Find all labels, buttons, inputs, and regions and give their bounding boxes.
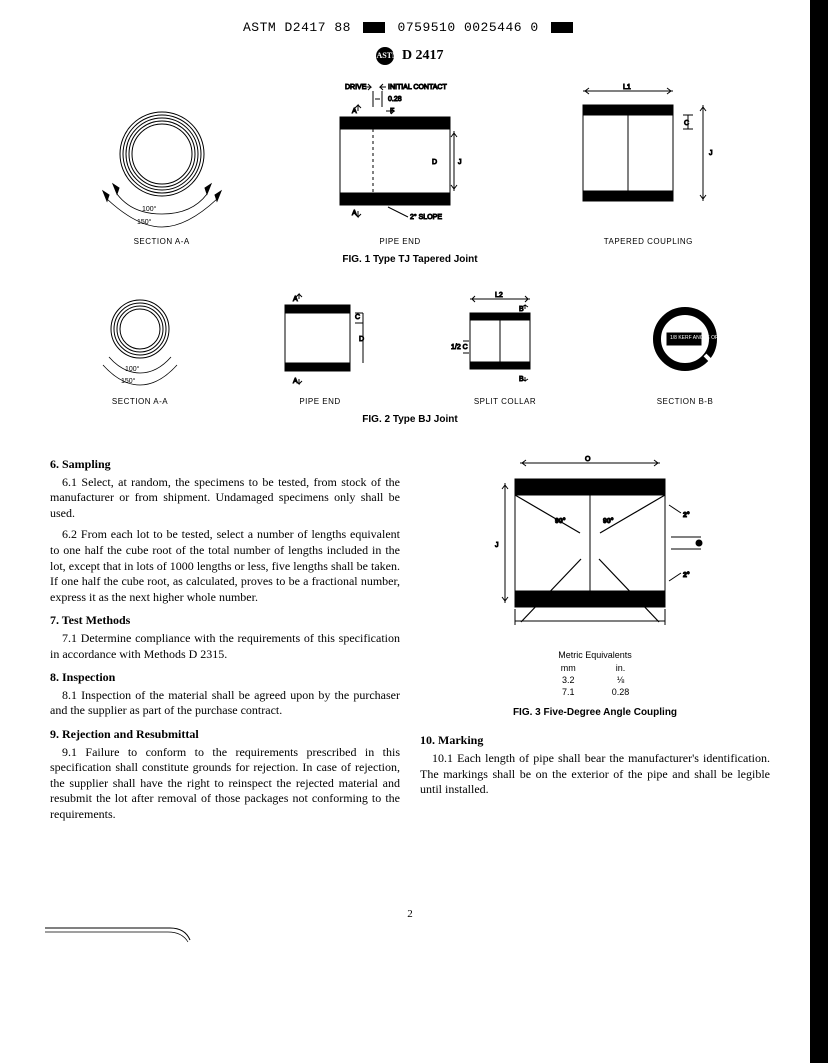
section-8-title: 8. Inspection xyxy=(50,670,400,686)
svg-text:B: B xyxy=(519,306,524,313)
svg-text:D: D xyxy=(432,159,437,166)
svg-text:2°: 2° xyxy=(683,511,690,519)
svg-text:J: J xyxy=(709,150,713,157)
svg-text:2°: 2° xyxy=(683,571,690,579)
section-10-1: 10.1 Each length of pipe shall bear the … xyxy=(420,751,770,798)
fig3-caption: FIG. 3 Five-Degree Angle Coupling xyxy=(420,706,770,719)
fig1-section-aa: 100° 150° SECTION A-A xyxy=(87,99,237,246)
metric-equivalents-title: Metric Equivalents xyxy=(420,650,770,662)
fig1-label-pipe: PIPE END xyxy=(310,237,490,246)
svg-text:90°: 90° xyxy=(555,517,566,525)
section-9-1: 9.1 Failure to conform to the requiremen… xyxy=(50,745,400,823)
standard-number: D 2417 xyxy=(402,48,444,63)
section-7-1: 7.1 Determine compliance with the requir… xyxy=(50,631,400,662)
svg-text:O: O xyxy=(585,456,591,463)
black-block-icon xyxy=(363,22,385,33)
fig3-container: O 90° 90° xyxy=(420,449,770,719)
cell-in: ⅛ xyxy=(594,675,648,687)
fig2-label-section-aa: SECTION A-A xyxy=(85,397,195,406)
svg-text:150°: 150° xyxy=(137,218,152,226)
section-9-title: 9. Rejection and Resubmittal xyxy=(50,727,400,743)
svg-text:J: J xyxy=(458,159,462,166)
svg-text:L1: L1 xyxy=(623,84,631,91)
fig1-section-aa-svg: 100° 150° xyxy=(87,99,237,229)
fig2-pipe-end: A C D A PIPE END xyxy=(265,289,375,406)
fig1-coupling-svg: L1 C J xyxy=(563,79,733,229)
scan-edge-bar xyxy=(810,0,828,1063)
fig1-pipe-end-svg: DRIVE INITIAL CONTACT 0.28 A F xyxy=(310,79,490,229)
svg-text:150°: 150° xyxy=(121,377,136,385)
fig2-section-bb-svg: 1/8 KERF ANGLE OPTIONAL xyxy=(635,289,735,389)
fig2-split-collar: L2 B 1/2 C B xyxy=(445,289,565,406)
binding-curve-icon xyxy=(40,924,220,944)
code-left: ASTM D2417 88 xyxy=(243,20,351,35)
table-row: 7.1 0.28 xyxy=(543,687,648,699)
astm-logo-icon: ASTM xyxy=(376,47,394,65)
fig2-section-aa-svg: 100° 150° xyxy=(85,289,195,389)
svg-text:A: A xyxy=(293,296,298,303)
fig2-section-aa: 100° 150° SECTION A-A xyxy=(85,289,195,406)
col-mm-header: mm xyxy=(543,663,594,675)
fig2-label-pipe: PIPE END xyxy=(265,397,375,406)
body-columns: 6. Sampling 6.1 Select, at random, the s… xyxy=(50,449,770,828)
svg-text:C: C xyxy=(684,120,689,127)
svg-text:1/8 KERF ANGLE OPTIONAL: 1/8 KERF ANGLE OPTIONAL xyxy=(670,335,735,341)
svg-text:A: A xyxy=(352,108,357,115)
black-block-icon xyxy=(551,22,573,33)
svg-text:1/2 C: 1/2 C xyxy=(451,344,468,351)
svg-text:L2: L2 xyxy=(495,292,503,299)
fig1-label-coupling: TAPERED COUPLING xyxy=(563,237,733,246)
left-column: 6. Sampling 6.1 Select, at random, the s… xyxy=(50,449,400,828)
fig1-label-section: SECTION A-A xyxy=(87,237,237,246)
svg-text:INITIAL CONTACT: INITIAL CONTACT xyxy=(388,84,447,91)
fig2-section-bb: 1/8 KERF ANGLE OPTIONAL SECTION B-B xyxy=(635,289,735,406)
svg-text:100°: 100° xyxy=(125,365,140,373)
fig2-label-section-bb: SECTION B-B xyxy=(635,397,735,406)
section-10-title: 10. Marking xyxy=(420,733,770,749)
cell-mm: 3.2 xyxy=(543,675,594,687)
col-in-header: in. xyxy=(594,663,648,675)
page-number: 2 xyxy=(50,908,770,920)
section-6-title: 6. Sampling xyxy=(50,457,400,473)
metric-equivalents-table: mm in. 3.2 ⅛ 7.1 0.28 xyxy=(543,663,648,698)
cell-in: 0.28 xyxy=(594,687,648,699)
svg-text:DRIVE: DRIVE xyxy=(345,84,367,91)
fig2-label-collar: SPLIT COLLAR xyxy=(445,397,565,406)
svg-text:2° SLOPE: 2° SLOPE xyxy=(410,213,442,221)
fig1-row: 100° 150° SECTION A-A DRIVE INITIAL CONT… xyxy=(50,79,770,246)
svg-text:100°: 100° xyxy=(142,205,157,213)
svg-text:C: C xyxy=(355,314,360,321)
section-8-1: 8.1 Inspection of the material shall be … xyxy=(50,688,400,719)
svg-text:90°: 90° xyxy=(603,517,614,525)
section-7-title: 7. Test Methods xyxy=(50,613,400,629)
svg-text:0.28: 0.28 xyxy=(388,96,402,103)
table-row: 3.2 ⅛ xyxy=(543,675,648,687)
right-column: O 90° 90° xyxy=(420,449,770,828)
fig2-caption: FIG. 2 Type BJ Joint xyxy=(50,414,770,425)
code-right: 0759510 0025446 0 xyxy=(398,20,539,35)
section-6-1: 6.1 Select, at random, the specimens to … xyxy=(50,475,400,522)
svg-text:A: A xyxy=(293,378,298,385)
fig1-pipe-end: DRIVE INITIAL CONTACT 0.28 A F xyxy=(310,79,490,246)
cell-mm: 7.1 xyxy=(543,687,594,699)
fig2-row: 100° 150° SECTION A-A A C D xyxy=(50,289,770,406)
document-title: ASTM D 2417 xyxy=(50,47,770,65)
fig1-coupling: L1 C J xyxy=(563,79,733,246)
fig2-pipe-end-svg: A C D A xyxy=(265,289,375,389)
header-code: ASTM D2417 88 0759510 0025446 0 xyxy=(50,20,770,35)
page-container: ASTM D2417 88 0759510 0025446 0 ASTM D 2… xyxy=(20,0,800,978)
fig1-caption: FIG. 1 Type TJ Tapered Joint xyxy=(50,254,770,265)
section-6-2: 6.2 From each lot to be tested, select a… xyxy=(50,527,400,605)
table-row: mm in. xyxy=(543,663,648,675)
fig2-collar-svg: L2 B 1/2 C B xyxy=(445,289,565,389)
fig3-svg: O 90° 90° xyxy=(465,449,725,639)
svg-text:J: J xyxy=(495,542,499,549)
